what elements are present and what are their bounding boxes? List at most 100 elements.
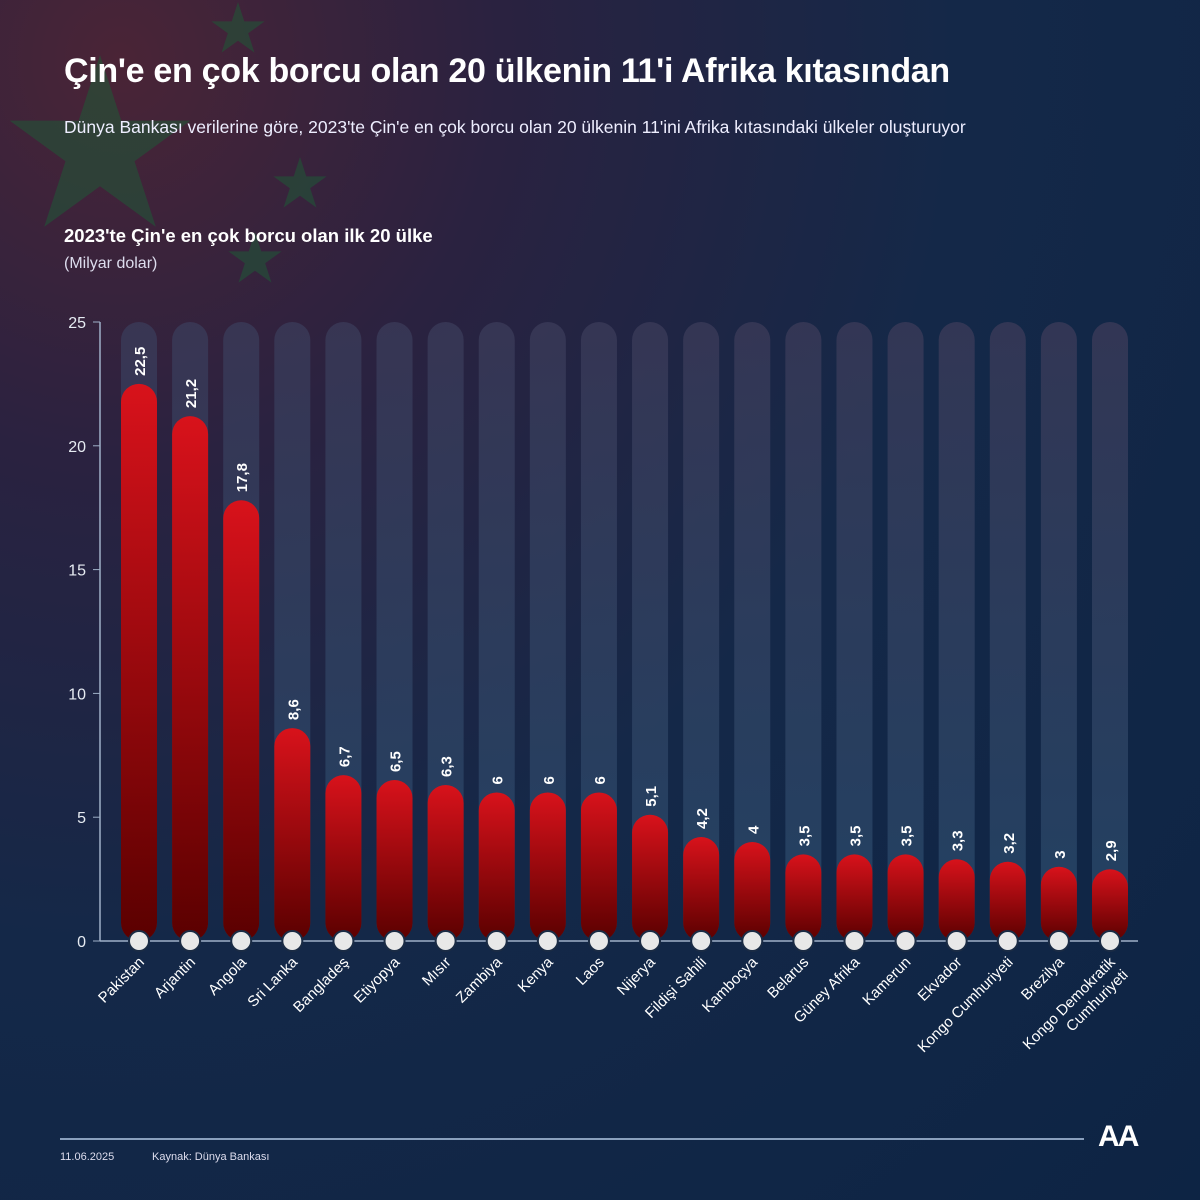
subtitle: Dünya Bankası verilerine göre, 2023'te Ç… (64, 117, 966, 137)
category-label: Pakistan (95, 954, 148, 1007)
flag-icon (894, 930, 917, 952)
bar (580, 792, 617, 941)
category-label: Kamboçya (699, 953, 762, 1016)
category-label: Ekvador (915, 954, 966, 1005)
value-label: 3,5 (796, 825, 813, 846)
footer-divider (60, 1138, 1084, 1140)
value-label: 8,6 (285, 699, 302, 720)
y-tick-label: 25 (68, 315, 86, 332)
value-label: 6 (490, 776, 507, 784)
flag-icon (281, 930, 304, 952)
value-label: 3,5 (899, 825, 916, 846)
category-label: Arjantin (151, 954, 199, 1002)
flag-stars-background (9, 2, 327, 283)
value-label: 6 (592, 776, 609, 784)
flag-icon (383, 930, 406, 952)
flag-icon (690, 930, 713, 952)
star-icon (9, 55, 191, 227)
bar-track (427, 322, 464, 941)
value-label: 6,3 (439, 756, 456, 777)
bar-track (734, 322, 771, 941)
flag-icon (996, 930, 1019, 952)
category-label: Angola (205, 953, 251, 999)
value-label: 5,1 (643, 786, 660, 807)
bar-track (887, 322, 924, 941)
bar (478, 792, 515, 941)
bar-track (785, 322, 822, 941)
bar-track (580, 322, 617, 941)
category-label: Belarus (764, 954, 812, 1002)
value-label: 6 (541, 776, 558, 784)
bar (223, 500, 260, 941)
bar-track (989, 322, 1026, 941)
bar-track (529, 322, 566, 941)
chart-title: 2023'te Çin'e en çok borcu olan ilk 20 ü… (64, 225, 433, 246)
star-icon (273, 157, 327, 208)
value-label: 4,2 (694, 808, 711, 829)
y-tick-label: 20 (68, 439, 86, 456)
category-label: Bangladeş (290, 954, 352, 1016)
flag-icon (485, 930, 508, 952)
bar (529, 792, 566, 941)
star-icon (228, 232, 282, 283)
flag-icon (587, 930, 610, 952)
category-label: Kenya (515, 953, 558, 996)
bar (1092, 869, 1128, 941)
star-icon (211, 2, 265, 53)
category-label: Brezilya (1018, 953, 1068, 1003)
flag-icon (639, 930, 662, 952)
bar (989, 861, 1026, 941)
y-tick-label: 5 (77, 810, 86, 827)
value-label: 17,8 (234, 463, 251, 492)
page-title: Çin'e en çok borcu olan 20 ülkenin 11'i … (64, 52, 950, 90)
category-label: Kamerun (859, 954, 914, 1009)
bar-track (836, 322, 873, 941)
category-label: Laos (573, 954, 608, 989)
bar (734, 841, 771, 941)
flag-icon (741, 930, 764, 952)
bar-track (1040, 322, 1077, 941)
bar (632, 814, 669, 941)
chart-unit: (Milyar dolar) (64, 255, 158, 272)
flag-icon (1047, 930, 1070, 952)
category-label: Zambiya (453, 953, 506, 1006)
bar (376, 780, 413, 941)
bar (938, 859, 975, 941)
y-tick-label: 10 (68, 686, 86, 703)
bar-track (1092, 322, 1128, 941)
bar-track (478, 322, 515, 941)
flag-icon (434, 930, 457, 952)
value-label: 3 (1052, 850, 1069, 858)
bar (274, 728, 311, 941)
value-label: 21,2 (183, 379, 200, 408)
bar (1040, 866, 1077, 941)
value-label: 6,5 (388, 751, 405, 772)
flag-icon (332, 930, 355, 952)
footer-date: 11.06.2025 (60, 1151, 115, 1163)
bar (887, 854, 924, 941)
category-label: Mısır (419, 954, 455, 990)
flag-icon (792, 930, 815, 952)
flag-icon (536, 930, 559, 952)
aa-logo: A A (1098, 1120, 1140, 1153)
value-label: 3,5 (847, 825, 864, 846)
bar (683, 837, 720, 941)
flag-icon (1099, 930, 1121, 952)
value-label: 3,3 (950, 830, 967, 851)
bar-track (683, 322, 720, 941)
bar (785, 854, 822, 941)
flag-icon (128, 930, 150, 952)
flag-icon (945, 930, 968, 952)
value-label: 6,7 (336, 746, 353, 767)
value-label: 2,9 (1103, 840, 1120, 861)
category-label: Etiyopya (351, 953, 404, 1006)
bar-track (938, 322, 975, 941)
bar (121, 383, 157, 941)
value-label: 3,2 (1001, 833, 1018, 854)
flag-icon (230, 930, 253, 952)
category-label: Nijerya (614, 953, 659, 998)
bar (172, 416, 209, 941)
bar (836, 854, 873, 941)
bar (427, 785, 464, 941)
